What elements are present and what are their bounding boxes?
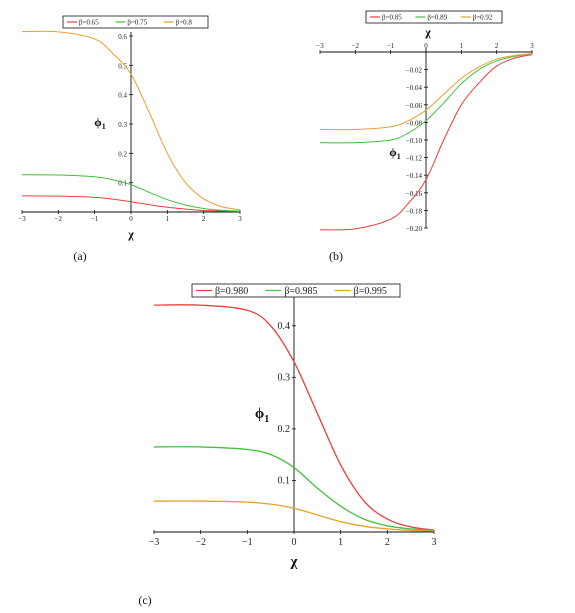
series-line-1 bbox=[153, 304, 435, 531]
x-tick-label: 0 bbox=[292, 537, 297, 548]
x-tick-label: 0 bbox=[424, 42, 428, 50]
legend-label: β=0.995 bbox=[354, 286, 387, 297]
y-tick-label: −0.08 bbox=[406, 119, 423, 127]
y-tick-label: −0.06 bbox=[406, 102, 423, 110]
legend-box bbox=[62, 15, 209, 29]
y-axis-label: ϕ1 bbox=[255, 406, 269, 425]
y-tick-label: −0.12 bbox=[406, 155, 423, 163]
y-tick-label: −0.04 bbox=[406, 84, 423, 92]
x-axis-label: χ bbox=[127, 227, 134, 241]
series-line-1 bbox=[319, 54, 533, 231]
series-line-3 bbox=[153, 500, 435, 532]
legend-label: β=0.65 bbox=[79, 19, 99, 27]
y-tick-label: 0.2 bbox=[278, 424, 291, 435]
x-tick-label: 1 bbox=[166, 215, 170, 223]
x-tick-label: 3 bbox=[530, 42, 534, 50]
chart-panel-3: −3 −2 −1 0 1 2 3 0.1 0.2 0.3 0.4 β=0.980 β=0.985 β=0.… bbox=[138, 283, 437, 607]
y-tick-label: −0.14 bbox=[406, 172, 423, 180]
y-tick-label: −0.02 bbox=[406, 67, 423, 75]
y-tick-label: 0.4 bbox=[118, 92, 127, 100]
series-line-2 bbox=[319, 53, 533, 144]
y-axis-label: ϕ1 bbox=[94, 115, 106, 131]
x-tick-label: −2 bbox=[195, 537, 206, 548]
x-tick-label: −3 bbox=[18, 215, 26, 223]
x-tick-label: −2 bbox=[55, 215, 63, 223]
x-axis-label: χ bbox=[290, 554, 299, 570]
x-tick-label: −1 bbox=[387, 42, 395, 50]
x-tick-label: 1 bbox=[338, 537, 343, 548]
legend-label: β=0.980 bbox=[215, 286, 248, 297]
series-line-3 bbox=[319, 53, 533, 131]
y-axis-label: ϕ1 bbox=[389, 145, 401, 161]
series-line-2 bbox=[153, 446, 435, 532]
y-tick-label: 0.6 bbox=[118, 33, 127, 41]
y-tick-label: −0.20 bbox=[406, 225, 423, 233]
chart-panel-1: −3 −2 −1 0 1 2 3 0.1 0.2 0.3 0.4 0.5 0.6 β=0.65 β=0.75… bbox=[18, 15, 242, 263]
legend-label: β=0.75 bbox=[127, 19, 147, 27]
y-tick-label: −0.18 bbox=[406, 207, 423, 215]
panel-label: (b) bbox=[329, 249, 343, 263]
x-tick-label: −2 bbox=[352, 42, 360, 50]
y-tick-label: 0.3 bbox=[118, 121, 127, 129]
x-tick-label: 0 bbox=[129, 215, 133, 223]
x-tick-label: 2 bbox=[385, 537, 390, 548]
y-tick-label: 0.5 bbox=[118, 62, 127, 70]
x-tick-label: −1 bbox=[242, 537, 253, 548]
x-tick-label: 3 bbox=[432, 537, 437, 548]
y-tick-label: 0.4 bbox=[278, 321, 291, 332]
x-axis-label: χ bbox=[424, 25, 431, 39]
x-tick-label: 2 bbox=[495, 42, 499, 50]
y-tick-label: 0.3 bbox=[278, 372, 291, 383]
legend-box bbox=[365, 10, 503, 24]
legend-label: β=0.92 bbox=[473, 14, 493, 22]
x-tick-label: 2 bbox=[202, 215, 206, 223]
legend-label: β=0.85 bbox=[382, 14, 402, 22]
x-tick-label: 1 bbox=[460, 42, 464, 50]
series-line-2 bbox=[21, 174, 241, 212]
series-line-1 bbox=[21, 195, 241, 212]
y-tick-label: 0.1 bbox=[278, 475, 291, 486]
y-tick-label: 0.1 bbox=[118, 180, 127, 188]
x-tick-label: −1 bbox=[91, 215, 99, 223]
y-tick-label: −0.10 bbox=[406, 137, 423, 145]
x-tick-label: 3 bbox=[238, 215, 242, 223]
x-tick-label: −3 bbox=[149, 537, 160, 548]
chart-panel-2: −3 −2 −1 0 1 2 3 −0.02 −0.04 −0.06 −0.08 −0.10 −0.12… bbox=[316, 10, 534, 263]
legend-label: β=0.8 bbox=[176, 19, 193, 27]
y-tick-label: 0.2 bbox=[118, 150, 127, 158]
panel-label: (c) bbox=[138, 593, 151, 607]
series-line-3 bbox=[21, 30, 241, 211]
legend-box bbox=[191, 283, 401, 298]
y-tick-label: −0.16 bbox=[406, 190, 423, 198]
legend-label: β=0.985 bbox=[284, 286, 317, 297]
x-tick-label: −3 bbox=[316, 42, 324, 50]
panel-label: (a) bbox=[73, 249, 86, 263]
legend-label: β=0.89 bbox=[427, 14, 447, 22]
